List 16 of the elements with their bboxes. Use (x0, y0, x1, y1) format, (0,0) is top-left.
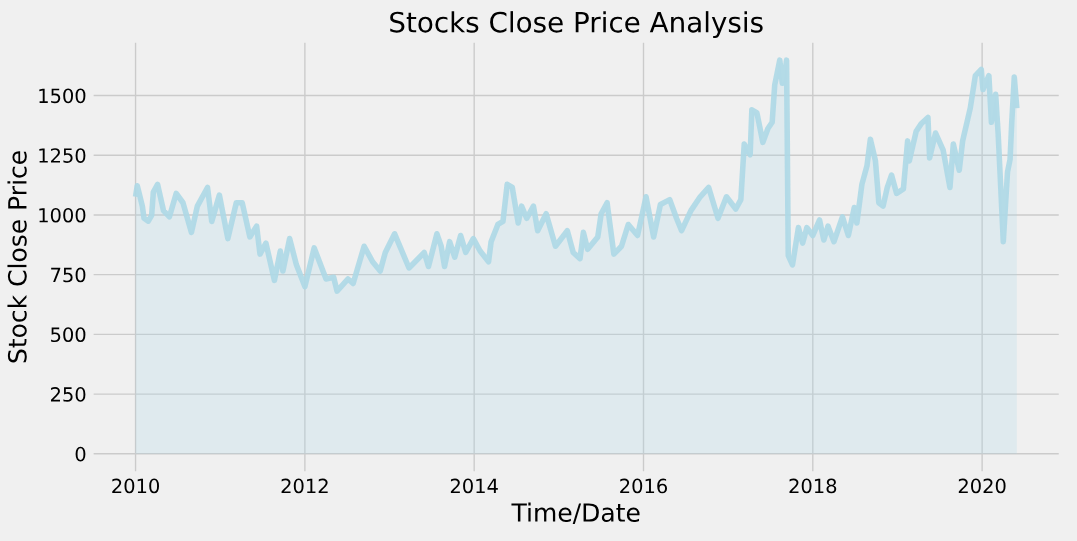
x-tick-label: 2018 (789, 478, 837, 494)
x-tick-label: 2014 (450, 478, 498, 494)
chart-title: Stocks Close Price Analysis (390, 11, 763, 39)
y-tick-label: 1500 (39, 88, 86, 104)
y-tick-label: 250 (50, 387, 86, 402)
y-tick-label: 500 (51, 327, 86, 343)
y-axis-title: Stock Close Price (7, 151, 27, 363)
y-tick-label: 1250 (39, 148, 86, 163)
x-axis-title: Time/Date (511, 502, 640, 524)
x-tick-label: 2010 (112, 478, 160, 494)
x-tick-label: 2020 (958, 478, 1006, 494)
y-tick-label: 0 (75, 446, 86, 462)
x-tick-label: 2016 (620, 478, 668, 494)
x-tick-label: 2012 (281, 478, 328, 494)
y-tick-label: 1000 (39, 207, 86, 223)
y-tick-label: 750 (51, 267, 86, 283)
